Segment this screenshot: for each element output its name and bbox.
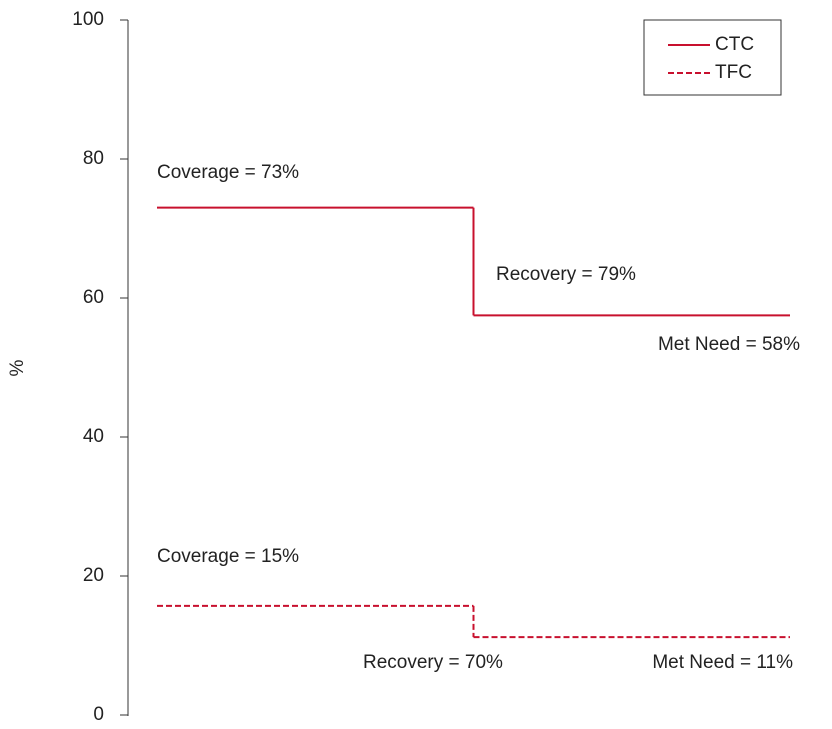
legend-label: CTC: [715, 34, 754, 55]
y-axis-label: %: [7, 359, 28, 376]
y-tick-label: 20: [83, 565, 104, 586]
annotation: Recovery = 79%: [496, 264, 636, 285]
y-tick-label: 60: [83, 287, 104, 308]
annotation: Met Need = 58%: [658, 334, 800, 355]
y-tick-label: 100: [72, 9, 104, 30]
y-tick-label: 40: [83, 426, 104, 447]
legend-label: TFC: [715, 62, 752, 83]
annotation: Recovery = 70%: [363, 652, 503, 673]
annotation: Met Need = 11%: [652, 652, 793, 673]
legend-box: [643, 19, 782, 96]
annotation: Coverage = 73%: [157, 162, 299, 183]
y-tick-label: 80: [83, 148, 104, 169]
y-tick-label: 0: [93, 704, 104, 724]
annotation: Coverage = 15%: [157, 546, 299, 567]
